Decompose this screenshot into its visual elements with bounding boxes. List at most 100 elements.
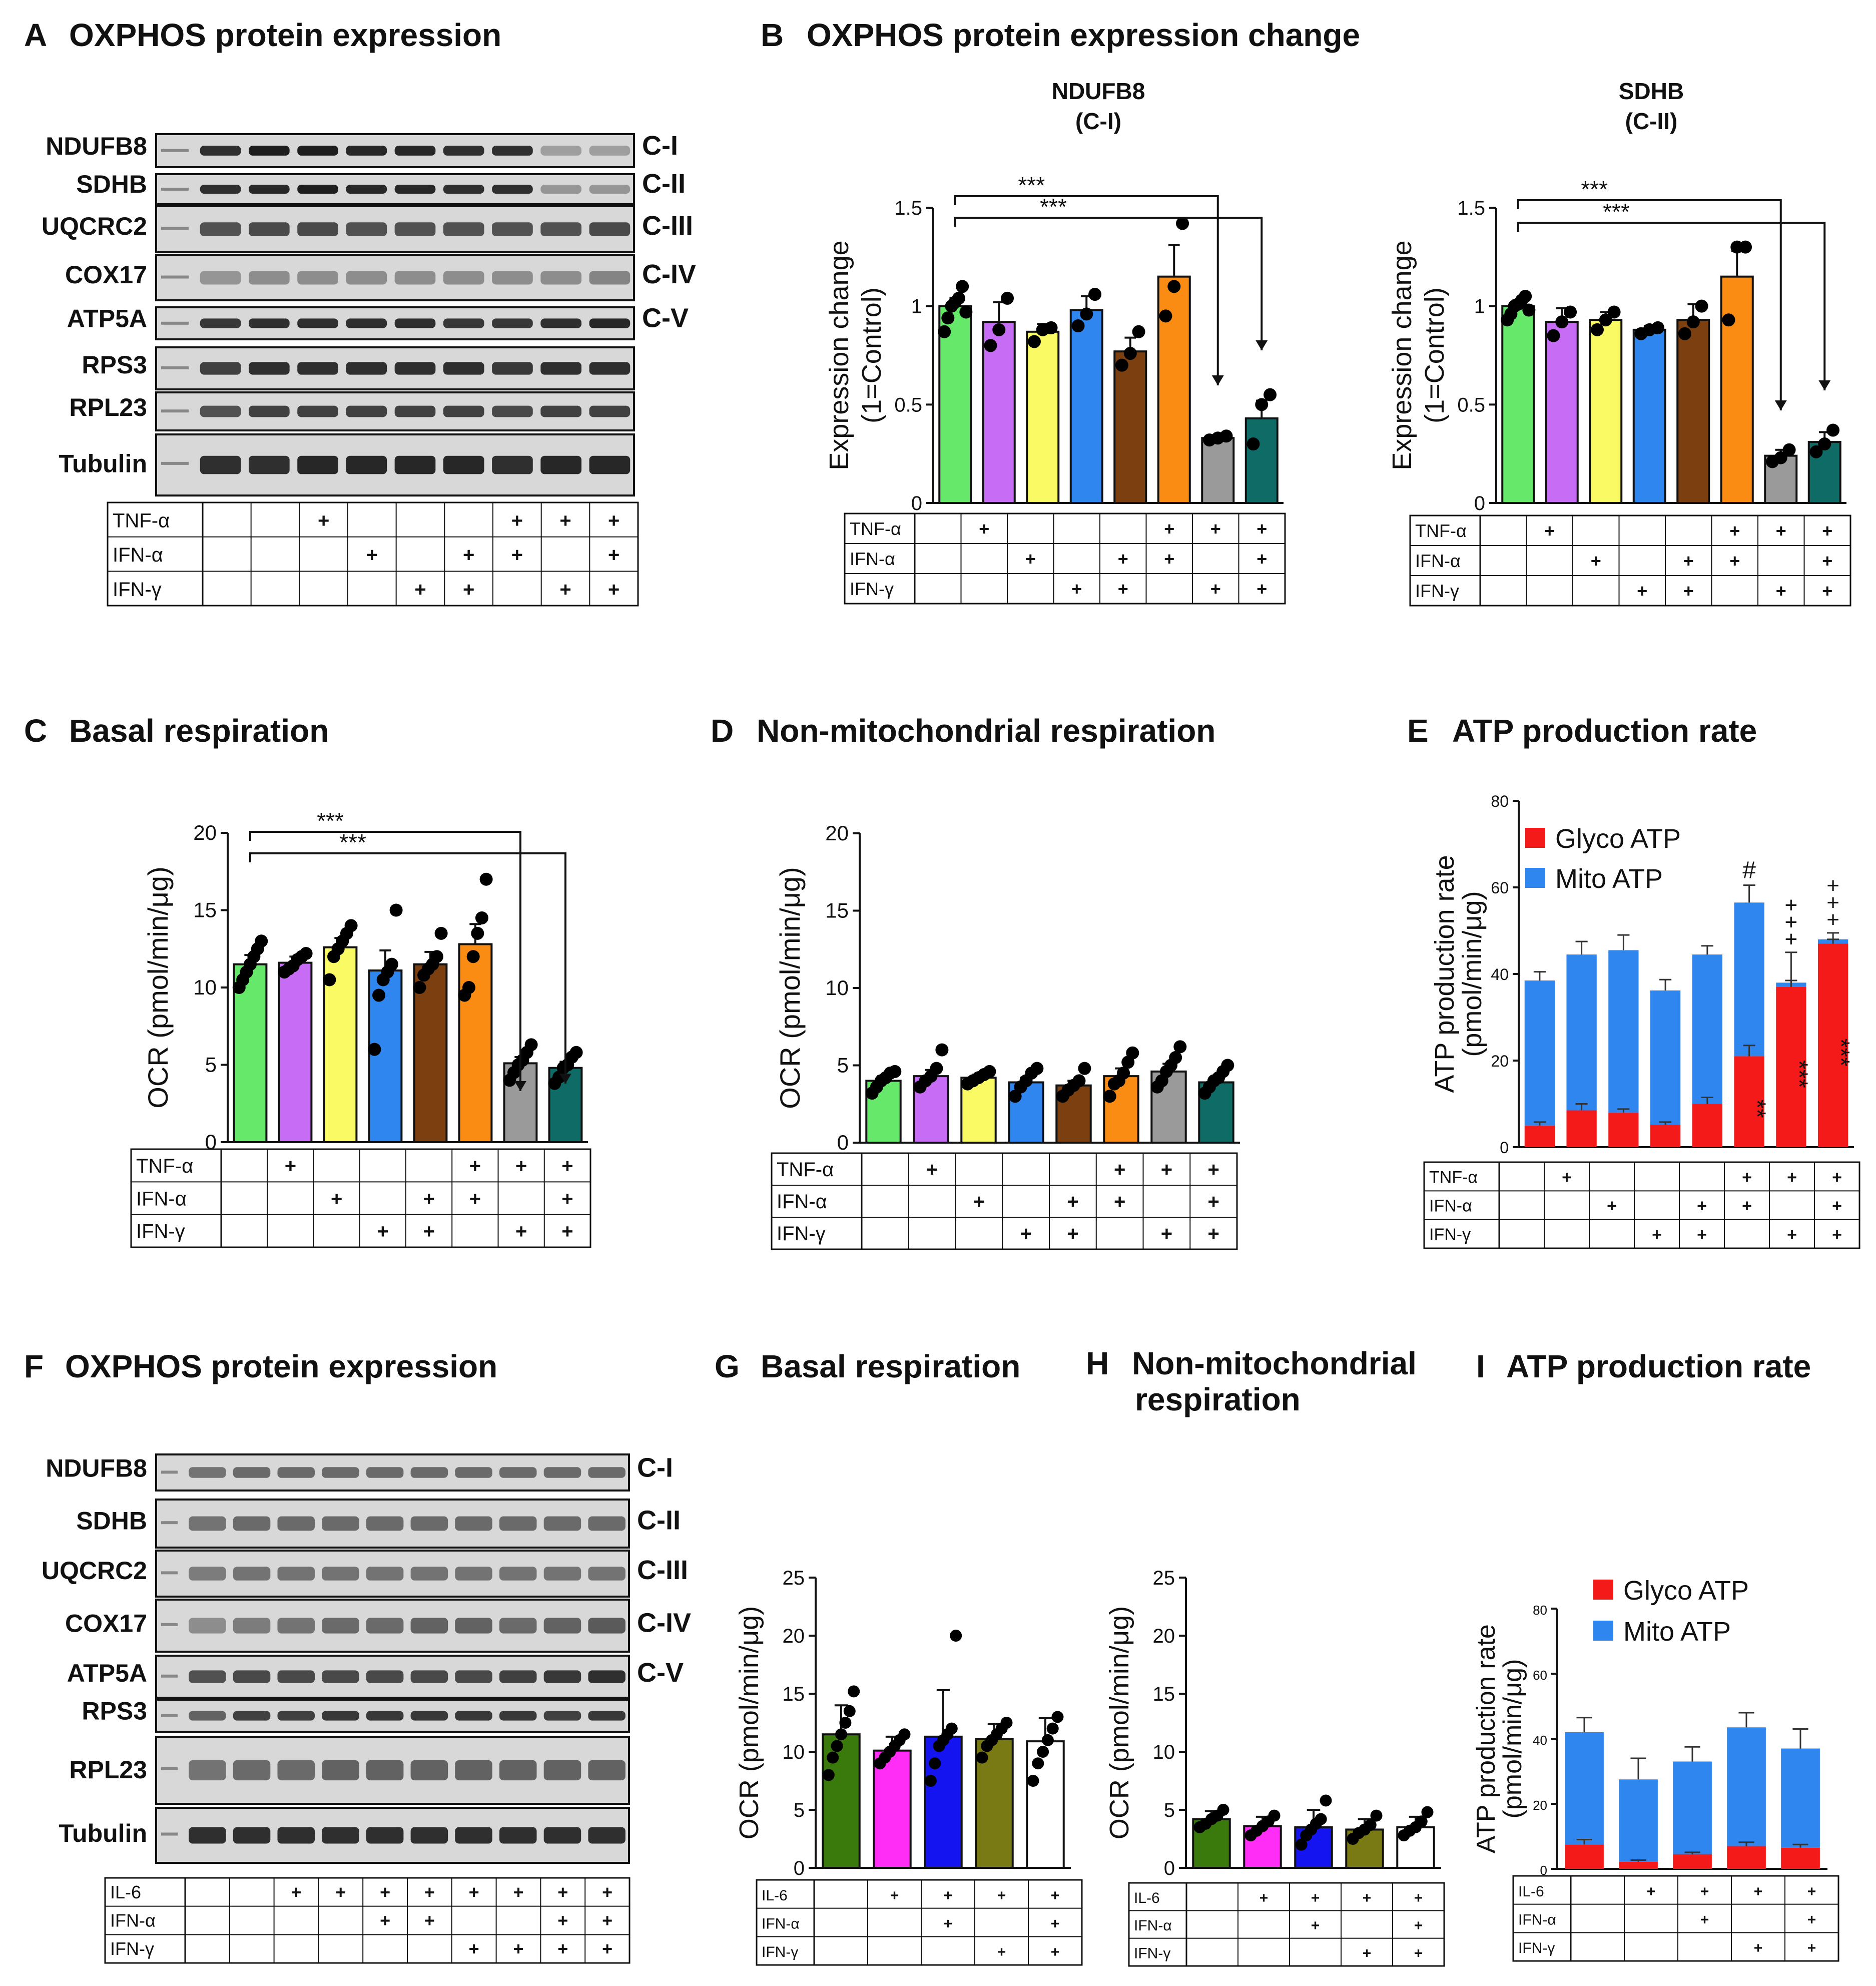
table-plus: + (1700, 1883, 1709, 1900)
data-point (898, 1728, 911, 1741)
ladder-mark (161, 1832, 178, 1836)
ladder-mark (161, 1674, 178, 1678)
data-point (1599, 313, 1612, 327)
blot-complex-label: C-V (642, 303, 689, 333)
blot-complex-label: C-III (642, 211, 693, 241)
ladder-mark (161, 1470, 178, 1474)
bar (1026, 1740, 1065, 1869)
blot-band (322, 1827, 359, 1844)
data-point (1044, 321, 1058, 334)
bar (924, 1735, 963, 1869)
chart-D: 0 5 10 15 20 OCR (pmol/min/μg) (774, 821, 1240, 1154)
chart-B1-title: NDUFB8 (1052, 78, 1145, 104)
bar-mito (1566, 954, 1597, 1111)
table-row-label: TNF-α (113, 510, 170, 532)
blot-band (443, 455, 484, 474)
blot-band (589, 271, 631, 285)
blot-band (277, 1711, 315, 1721)
table-plus: + (291, 1882, 301, 1902)
panel-G-title-text: Basal respiration (761, 1348, 1020, 1384)
y-axis-label: ATP production rate (1472, 1624, 1501, 1853)
panel-D-title-text: Non-mitochondrial respiration (757, 713, 1215, 749)
y-tick-label: 80 (1533, 1603, 1547, 1618)
bar (1103, 1075, 1139, 1144)
blot-band (249, 271, 290, 285)
y-tick-label: 10 (1153, 1741, 1175, 1763)
table-row-label: IFN-γ (113, 579, 162, 601)
y-tick-label: 25 (1153, 1567, 1175, 1589)
table-plus: + (513, 1938, 523, 1959)
table-plus: + (469, 1938, 479, 1959)
data-point (299, 947, 313, 960)
data-point (1080, 307, 1093, 321)
blot-band (492, 318, 533, 328)
table-row-label: IFN-α (850, 549, 895, 569)
bar (873, 1749, 912, 1869)
blot-band (249, 362, 290, 375)
bar-mito (1734, 902, 1764, 1057)
blot-band (249, 185, 290, 194)
panel-A-title-text: OXPHOS protein expression (69, 17, 501, 53)
blot-band (443, 362, 484, 375)
bar-mito (1608, 950, 1639, 1113)
blot-protein-label: SDHB (76, 1507, 147, 1535)
data-point (255, 934, 268, 948)
chart-B2-subtitle: (C-II) (1625, 108, 1678, 134)
data-point (1088, 288, 1102, 301)
bar-mito (1650, 990, 1681, 1125)
bracket-arrow (559, 1074, 571, 1084)
blot-band (410, 1567, 448, 1581)
data-point (976, 1751, 988, 1764)
chart-E: 0 20 40 60 80 ATP production rate(pmol/min/μg… (1430, 792, 1854, 1157)
blot-complex-label: C-III (637, 1555, 688, 1585)
ladder-mark (161, 149, 189, 152)
blot-complex-label: C-IV (637, 1608, 691, 1638)
data-point (1547, 329, 1560, 342)
bracket-arrow (514, 1081, 526, 1091)
table-row-label: IFN-γ (777, 1223, 826, 1245)
blot-band (394, 185, 436, 194)
data-point (1315, 1813, 1327, 1825)
table-frame (844, 513, 1286, 605)
data-point (1686, 315, 1700, 329)
table-row-label: IFN-γ (1134, 1945, 1170, 1962)
blot-band (277, 1618, 315, 1634)
panel-F-letter: F (24, 1348, 44, 1384)
table-plus: + (1051, 1944, 1060, 1960)
y-tick-label: 0.5 (1457, 394, 1485, 416)
table-frame (130, 1148, 591, 1248)
bar (1589, 319, 1623, 504)
blot-band (200, 405, 241, 417)
blot-protein-label: COX17 (65, 261, 147, 289)
blot-band (492, 271, 533, 285)
blot-band (297, 405, 338, 417)
table-row-label: IFN-γ (136, 1221, 185, 1243)
blot-band (443, 146, 484, 156)
blot-band (492, 405, 533, 417)
blot-band (394, 271, 436, 285)
y-tick-label: 15 (193, 898, 217, 922)
data-point (848, 1685, 860, 1698)
y-tick-label: 15 (783, 1683, 805, 1705)
significance-bracket (1517, 222, 1826, 390)
blot-band (540, 271, 581, 285)
table-row-label: IFN-α (1429, 1197, 1472, 1216)
bar (1545, 321, 1579, 505)
blot-band (543, 1567, 581, 1581)
y-tick-label: 0 (205, 1130, 217, 1154)
blot-band (543, 1516, 581, 1531)
blot-protein-label: ATP5A (67, 1659, 147, 1687)
blot-band (189, 1827, 226, 1844)
blot-band (540, 362, 581, 375)
blot-band (394, 146, 436, 156)
blot-band (297, 271, 338, 285)
bar-mito (1781, 1748, 1820, 1848)
blot-band (499, 1827, 537, 1844)
data-point (941, 311, 955, 325)
bracket-arrow (1774, 400, 1787, 410)
bar (1201, 437, 1235, 505)
table-row-label: IFN-γ (1415, 581, 1459, 601)
blot-band (543, 1760, 581, 1781)
table-plus: + (561, 1188, 573, 1210)
